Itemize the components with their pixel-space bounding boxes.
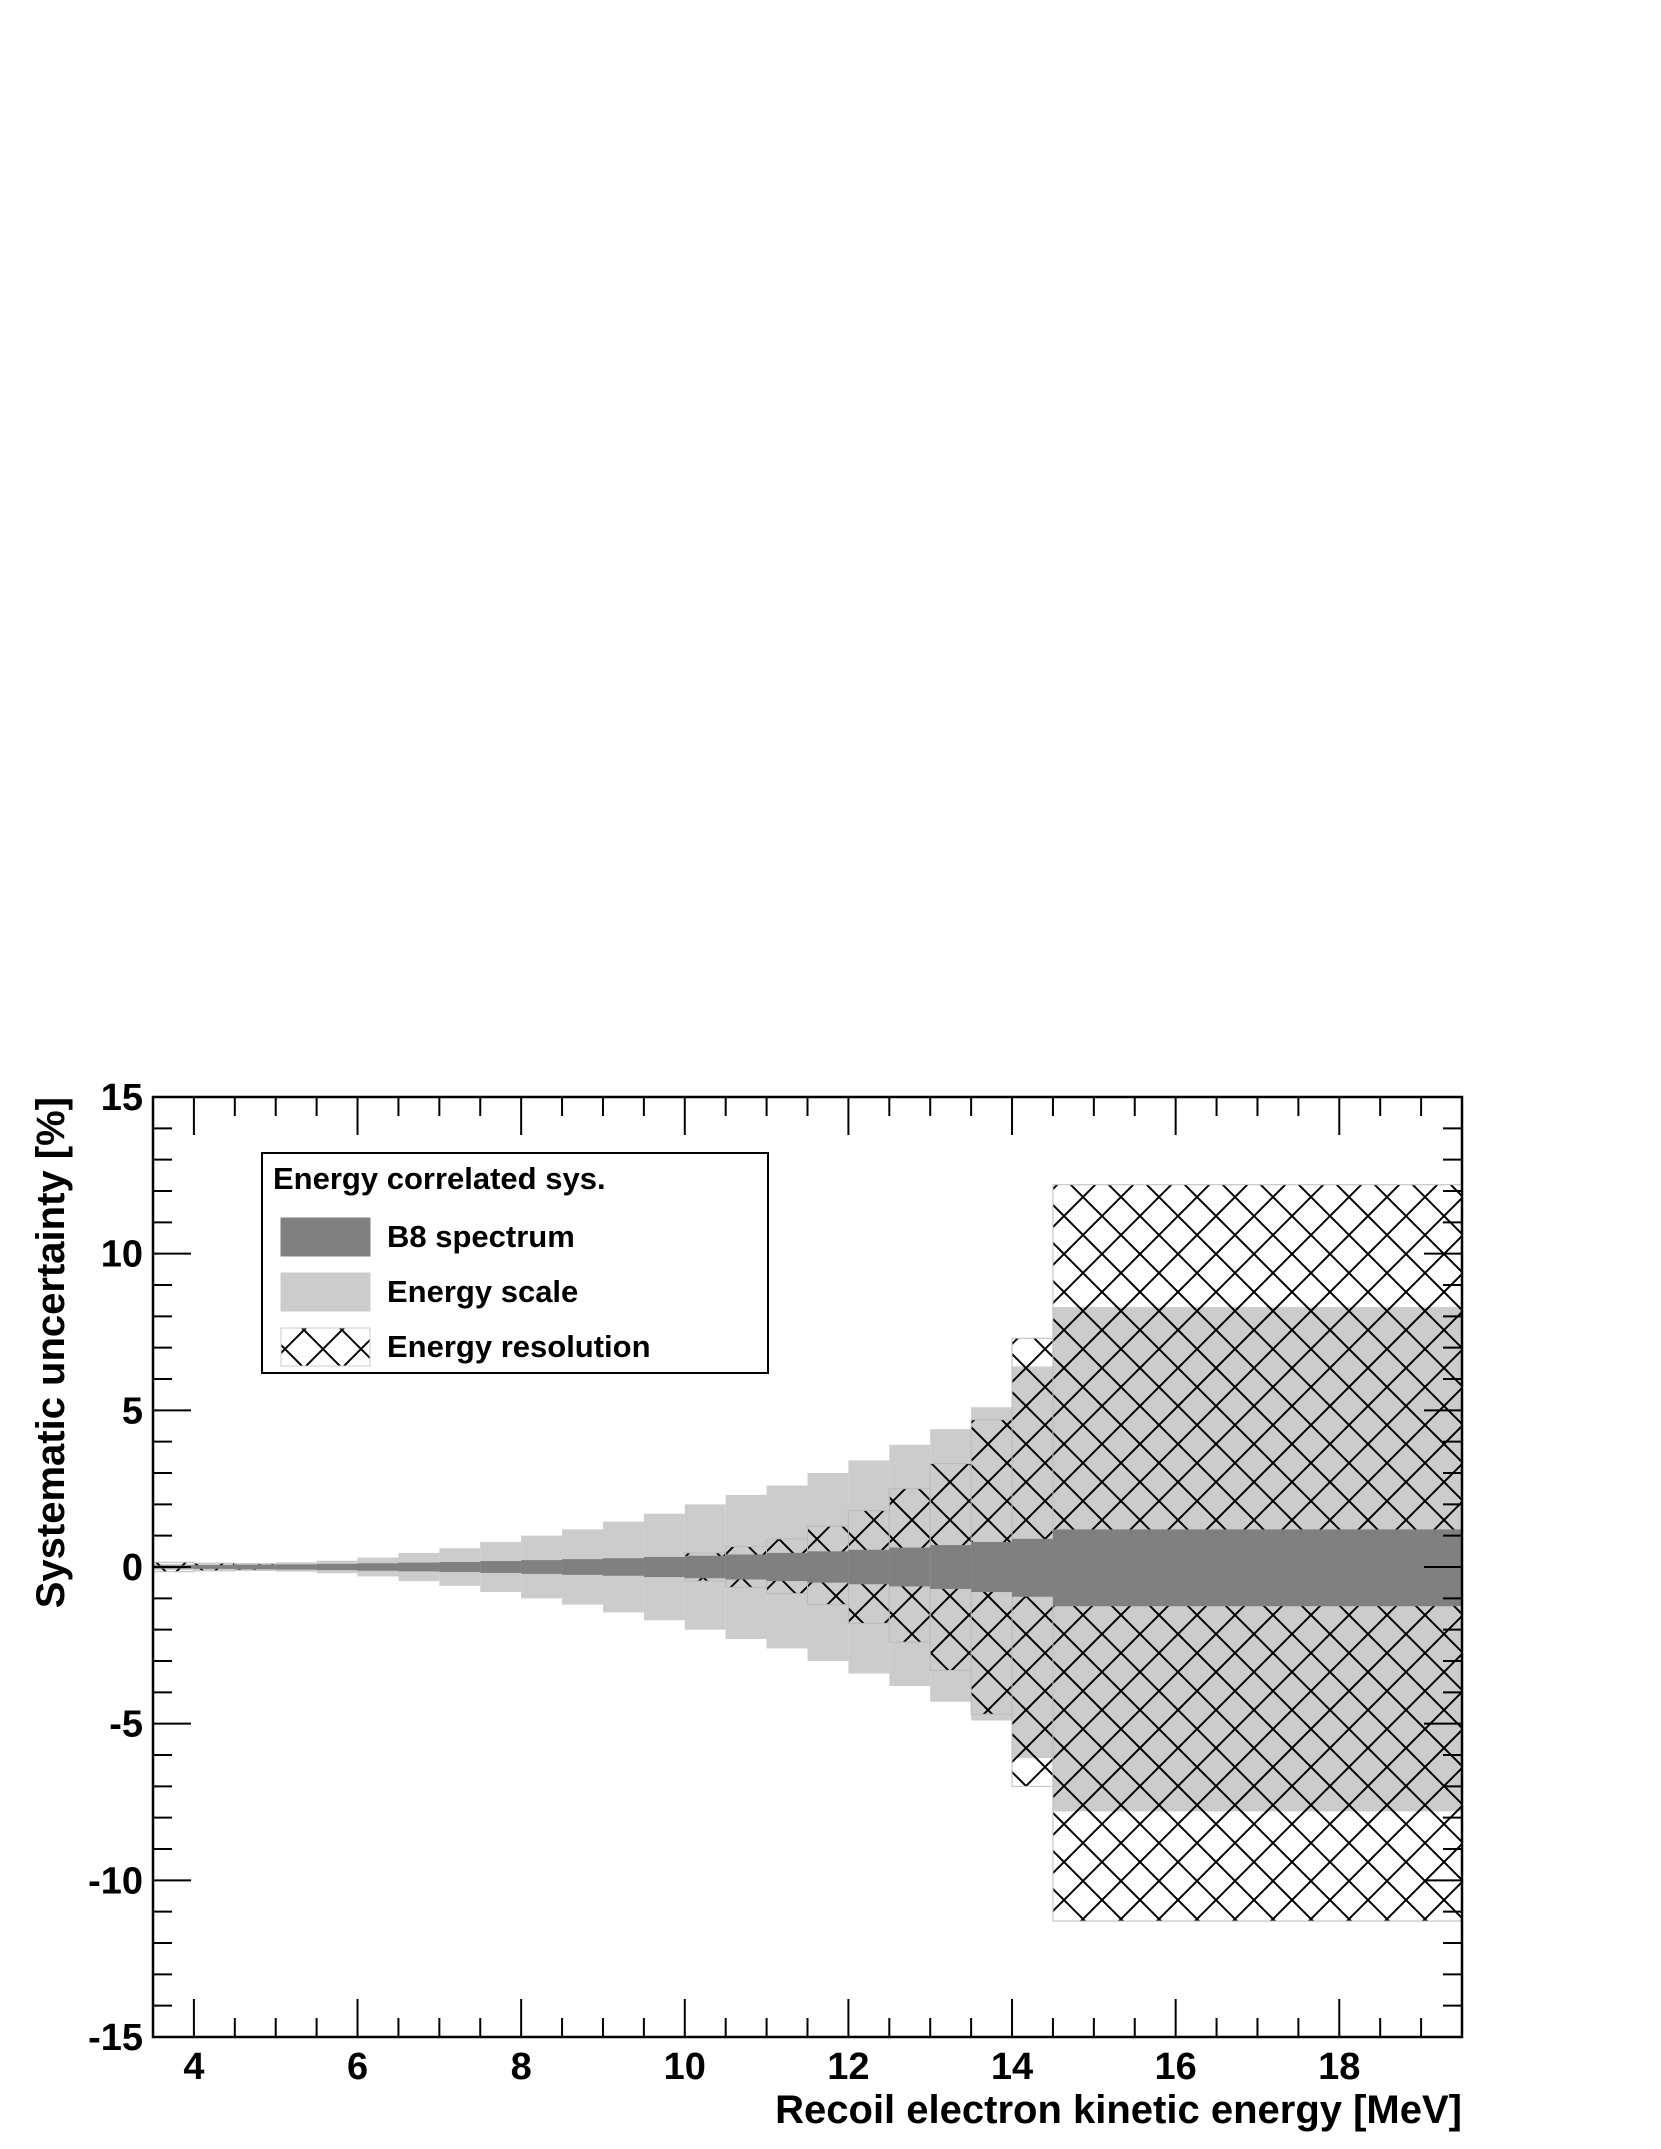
- legend-swatch-energy-scale: [280, 1272, 371, 1312]
- y-axis-title: Systematic uncertainty [%]: [29, 1097, 73, 1608]
- b8-spectrum-band: [153, 1529, 1462, 1607]
- b8-spectrum-bin: [234, 1564, 276, 1570]
- b8-spectrum-bin: [766, 1552, 808, 1582]
- y-tick-label: -5: [109, 1704, 143, 1746]
- x-tick-label: 6: [347, 2046, 368, 2088]
- x-tick-label: 16: [1155, 2046, 1197, 2088]
- b8-spectrum-bin: [1012, 1538, 1053, 1597]
- x-tick-label: 4: [183, 2046, 204, 2088]
- b8-spectrum-bin: [807, 1551, 849, 1583]
- b8-spectrum-bin: [316, 1563, 358, 1571]
- legend-swatch-energy-resolution: [280, 1327, 371, 1367]
- b8-spectrum-bin: [562, 1559, 603, 1575]
- x-tick-label: 8: [511, 2046, 532, 2088]
- b8-spectrum-bin: [971, 1541, 1013, 1593]
- x-tick-label: 12: [827, 2046, 869, 2088]
- y-tick-label: 0: [122, 1547, 143, 1589]
- x-tick-label: 14: [991, 2046, 1033, 2088]
- b8-spectrum-bin: [725, 1554, 767, 1580]
- legend-swatch-b8-spectrum: [280, 1217, 371, 1257]
- legend-label-energy-resolution: Energy resolution: [387, 1329, 651, 1364]
- legend-label-b8-spectrum: B8 spectrum: [387, 1219, 575, 1254]
- b8-spectrum-bin: [398, 1562, 440, 1572]
- b8-spectrum-bin: [889, 1547, 931, 1587]
- axis-tick-labels: 4 6 8 10 12 14 16 18 15 10 5 0 -5 -10 -15: [88, 1077, 1360, 2088]
- y-tick-label: 10: [101, 1234, 143, 1276]
- y-tick-label: 15: [101, 1077, 143, 1119]
- x-tick-label: 18: [1318, 2046, 1360, 2088]
- y-tick-label: -10: [88, 1860, 143, 1902]
- y-tick-label: -15: [88, 2017, 143, 2059]
- b8-spectrum-bin: [643, 1556, 685, 1578]
- b8-spectrum-bin: [193, 1565, 235, 1569]
- b8-spectrum-bin: [930, 1545, 972, 1589]
- legend-title: Energy correlated sys.: [273, 1161, 606, 1196]
- b8-spectrum-bin: [275, 1564, 317, 1570]
- legend: Energy correlated sys. B8 spectrum Energ…: [261, 1152, 769, 1374]
- b8-spectrum-bin: [684, 1555, 726, 1579]
- b8-spectrum-bin: [1052, 1529, 1462, 1607]
- b8-spectrum-bin: [480, 1561, 522, 1573]
- axis-ticks: [152, 1096, 1463, 2038]
- b8-spectrum-bin: [357, 1563, 399, 1571]
- x-axis-title: Recoil electron kinetic energy [MeV]: [775, 2088, 1462, 2132]
- b8-spectrum-bin: [848, 1549, 890, 1585]
- y-tick-label: 5: [122, 1390, 143, 1432]
- b8-spectrum-bin: [521, 1560, 563, 1574]
- b8-spectrum-bin: [439, 1561, 481, 1573]
- x-tick-label: 10: [664, 2046, 706, 2088]
- legend-label-energy-scale: Energy scale: [387, 1274, 578, 1309]
- b8-spectrum-bin: [602, 1558, 644, 1576]
